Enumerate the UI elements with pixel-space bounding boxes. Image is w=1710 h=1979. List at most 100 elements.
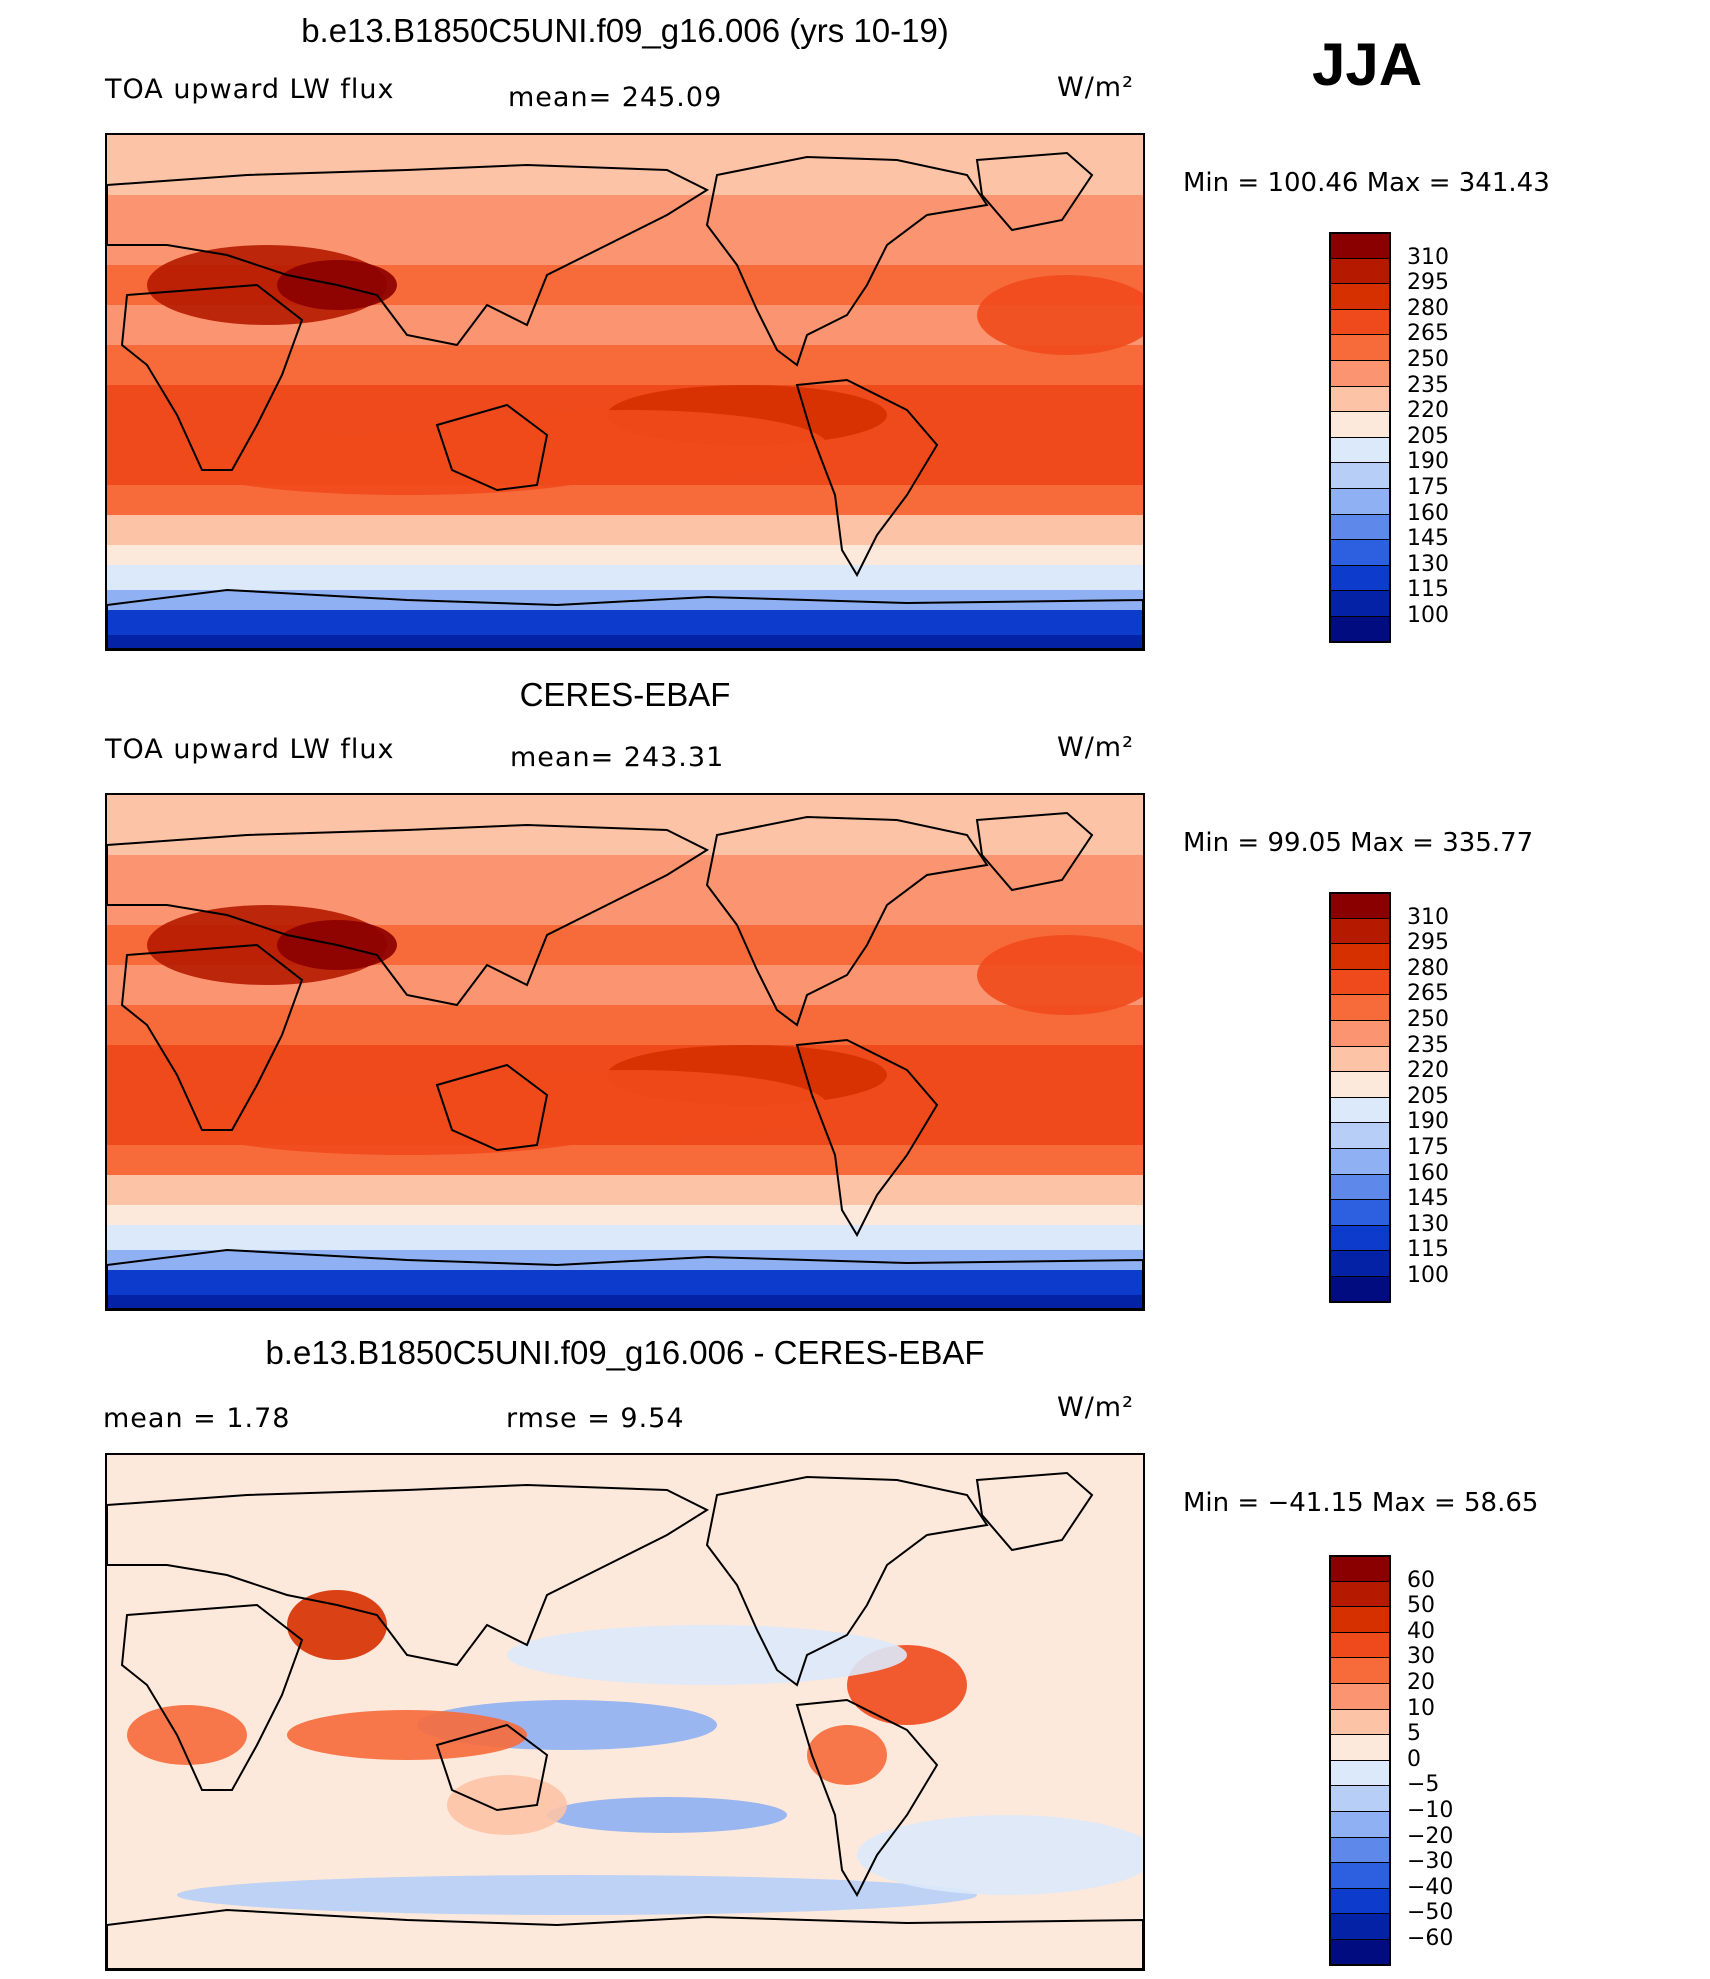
panel-3-title: b.e13.B1850C5UNI.f09_g16.006 - CERES-EBA… bbox=[265, 1334, 985, 1371]
colorbar-tick-label: 295 bbox=[1407, 930, 1449, 956]
colorbar-tick-label: −40 bbox=[1407, 1874, 1454, 1900]
colorbar-segment bbox=[1329, 590, 1391, 617]
colorbar-tick-label: 60 bbox=[1407, 1567, 1435, 1593]
coastline bbox=[107, 588, 1143, 649]
colorbar-tick-label: 0 bbox=[1407, 1746, 1421, 1772]
colorbar-tick-label: 100 bbox=[1407, 1263, 1449, 1288]
coastline bbox=[975, 811, 1094, 892]
coastline bbox=[107, 1248, 1143, 1309]
colorbar-tick-label: 220 bbox=[1407, 1058, 1449, 1084]
colorbar-tick-label: 130 bbox=[1407, 551, 1449, 577]
coastline bbox=[107, 1483, 710, 1667]
coastline bbox=[705, 155, 989, 367]
coastline bbox=[795, 1038, 939, 1238]
colorbar-tick-label: −5 bbox=[1407, 1772, 1440, 1798]
colorbar-tick-label: 40 bbox=[1407, 1618, 1435, 1644]
colorbar-segment bbox=[1329, 308, 1391, 336]
colorbar-segment bbox=[1329, 1657, 1391, 1684]
coastline bbox=[975, 151, 1094, 232]
colorbar-tick-label: 280 bbox=[1407, 295, 1449, 321]
panel-1-mean-label: mean= 245.09 bbox=[508, 82, 723, 113]
colorbar-segment bbox=[1329, 1224, 1391, 1252]
coastline bbox=[795, 378, 939, 578]
colorbar-segment bbox=[1329, 539, 1391, 566]
colorbar-segment bbox=[1329, 1785, 1391, 1812]
colorbar-tick-label: −10 bbox=[1407, 1798, 1454, 1823]
colorbar-tick-label: 20 bbox=[1407, 1670, 1435, 1695]
colorbar-segment bbox=[1329, 1199, 1391, 1226]
colorbar-tick-label: 145 bbox=[1407, 1186, 1449, 1212]
colorbar-tick-label: 205 bbox=[1407, 1083, 1449, 1109]
colorbar-segment bbox=[1329, 917, 1391, 945]
colorbar-segment bbox=[1329, 1708, 1391, 1736]
coastline bbox=[120, 283, 304, 471]
colorbar-segment bbox=[1329, 1836, 1391, 1864]
panel-2-field-label: TOA upward LW flux bbox=[105, 734, 395, 765]
panel-3-rmse-label: rmse = 9.54 bbox=[506, 1403, 685, 1434]
colorbar-tick-label: 100 bbox=[1407, 603, 1449, 628]
coastline bbox=[120, 943, 304, 1131]
season-label: JJA bbox=[1312, 31, 1423, 98]
coastline bbox=[705, 1475, 989, 1687]
colorbar-segment bbox=[1329, 232, 1391, 259]
colorbar-tick-label: 115 bbox=[1407, 1237, 1449, 1263]
colorbar-segment bbox=[1329, 1683, 1391, 1710]
colorbar-segment bbox=[1329, 1555, 1391, 1582]
colorbar-segment bbox=[1329, 1759, 1391, 1787]
panel-3-mean-label: mean = 1.78 bbox=[103, 1403, 291, 1434]
panel-1-map bbox=[105, 133, 1145, 651]
colorbar-segment bbox=[1329, 1734, 1391, 1761]
coastline bbox=[705, 815, 989, 1027]
coastline bbox=[120, 1603, 304, 1791]
colorbar-tick-label: 250 bbox=[1407, 347, 1449, 372]
coastline bbox=[107, 163, 710, 347]
colorbar-tick-label: 280 bbox=[1407, 955, 1449, 981]
colorbar-segment bbox=[1329, 1148, 1391, 1175]
colorbar-tick-label: 250 bbox=[1407, 1007, 1449, 1032]
panel-2-units: W/m² bbox=[1057, 732, 1134, 763]
colorbar-segment bbox=[1329, 1045, 1391, 1073]
colorbar-segment bbox=[1329, 943, 1391, 970]
colorbar-tick-label: −30 bbox=[1407, 1849, 1454, 1875]
panel-1-colorbar: 310 295 280 265 250 235 220 205 190 175 160 145 130 1… bbox=[1329, 232, 1449, 643]
colorbar-tick-label: 220 bbox=[1407, 398, 1449, 424]
colorbar-segment bbox=[1329, 385, 1391, 413]
colorbar-tick-label: 175 bbox=[1407, 1135, 1449, 1160]
colorbar-tick-label: 175 bbox=[1407, 475, 1449, 500]
colorbar-tick-label: 190 bbox=[1407, 1109, 1449, 1135]
colorbar-tick-label: −20 bbox=[1407, 1823, 1454, 1849]
colorbar-tick-label: 130 bbox=[1407, 1211, 1449, 1237]
panel-2-colorbar: 310 295 280 265 250 235 220 205 190 175 160 145 130 1… bbox=[1329, 892, 1449, 1303]
panel-2-minmax: Min = 99.05 Max = 335.77 bbox=[1183, 828, 1534, 858]
colorbar-tick-label: −60 bbox=[1407, 1926, 1454, 1951]
panel-2-map bbox=[105, 793, 1145, 1311]
colorbar-segment bbox=[1329, 1631, 1391, 1659]
coastline bbox=[435, 1723, 549, 1812]
colorbar-segment bbox=[1329, 564, 1391, 592]
colorbar-tick-label: 30 bbox=[1407, 1644, 1435, 1670]
panel-2-mean-label: mean= 243.31 bbox=[510, 742, 725, 773]
coastline bbox=[107, 823, 710, 1007]
colorbar-segment bbox=[1329, 1913, 1391, 1940]
panel-1-units: W/m² bbox=[1057, 72, 1134, 103]
panel-3-units: W/m² bbox=[1057, 1392, 1134, 1423]
colorbar-tick-label: 190 bbox=[1407, 449, 1449, 475]
colorbar-segment bbox=[1329, 1122, 1391, 1149]
colorbar-segment bbox=[1329, 1606, 1391, 1633]
panel-3-colorbar: 60 50 40 30 20 10 5 0 −5 −10 −20 −30 −40 −50 −60 bbox=[1329, 1555, 1453, 1966]
colorbar-segment bbox=[1329, 411, 1391, 438]
colorbar-segment bbox=[1329, 462, 1391, 489]
panel-3-minmax: Min = −41.15 Max = 58.65 bbox=[1183, 1488, 1539, 1518]
colorbar-segment bbox=[1329, 1580, 1391, 1608]
colorbar-segment bbox=[1329, 968, 1391, 996]
colorbar-tick-label: 50 bbox=[1407, 1593, 1435, 1619]
colorbar-segment bbox=[1329, 488, 1391, 515]
colorbar-segment bbox=[1329, 1250, 1391, 1277]
panel-1-field-label: TOA upward LW flux bbox=[105, 74, 395, 105]
colorbar-tick-label: 5 bbox=[1407, 1721, 1421, 1747]
colorbar-tick-label: 235 bbox=[1407, 1032, 1449, 1058]
colorbar-tick-label: 160 bbox=[1407, 1160, 1449, 1186]
colorbar-segment bbox=[1329, 892, 1391, 919]
colorbar-segment bbox=[1329, 283, 1391, 310]
colorbar-segment bbox=[1329, 257, 1391, 285]
